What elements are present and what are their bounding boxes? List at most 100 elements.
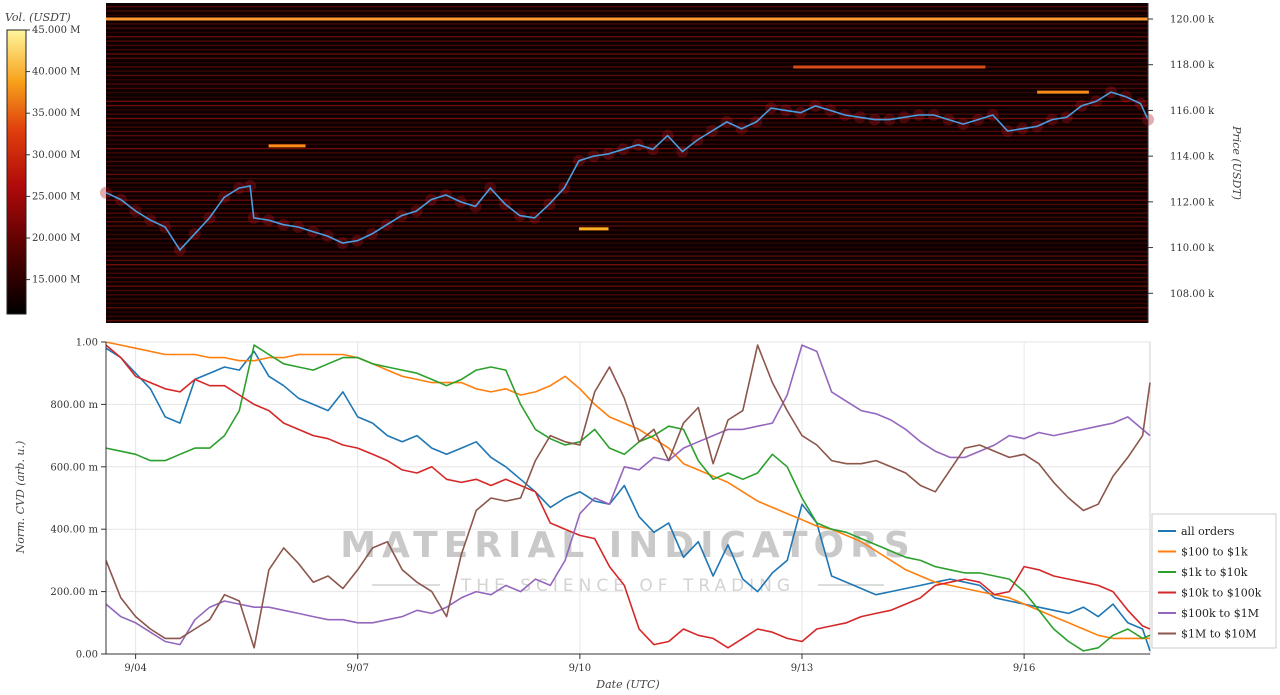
price-tick-label: 108.00 k	[1170, 289, 1215, 300]
heatmap-band	[106, 169, 1148, 171]
heatmap-band	[106, 126, 1148, 128]
heatmap-band	[106, 109, 1148, 111]
heatmap-band	[106, 113, 1148, 115]
heatmap-band	[106, 139, 1148, 141]
heatmap-band	[106, 100, 1148, 102]
heatmap-band	[106, 276, 1148, 279]
heatmap-band	[106, 216, 1148, 219]
legend-label: all orders	[1181, 525, 1235, 538]
colorbar-title: Vol. (USDT)	[5, 11, 71, 24]
heatmap-level	[268, 144, 306, 148]
heatmap-band	[106, 31, 1148, 34]
heatmap-band	[106, 195, 1148, 197]
colorbar-tick-label: 35.000 M	[32, 108, 80, 119]
heatmap-band	[106, 104, 1148, 107]
cvd-y-tick-label: 800.00 m	[50, 400, 98, 411]
heatmap-band	[106, 57, 1148, 59]
heatmap-band	[106, 238, 1148, 240]
heatmap-band	[106, 74, 1148, 77]
heatmap-band	[106, 36, 1148, 38]
heatmap-band	[106, 14, 1148, 16]
legend-box	[1151, 513, 1277, 649]
cvd-x-tick-label: 9/10	[569, 663, 591, 674]
heatmap-band	[106, 23, 1148, 25]
cvd-x-axis-ticks: 9/04 9/07 9/10 9/13 9/16	[106, 653, 1150, 674]
heatmap-band	[106, 203, 1148, 206]
heatmap-band	[106, 285, 1148, 287]
cvd-series-line	[105, 344, 1151, 649]
cvd-x-tick-label: 9/07	[347, 663, 369, 674]
heatmap-band	[106, 302, 1148, 305]
heatmap-band	[106, 27, 1148, 29]
heatmap-band	[106, 246, 1148, 249]
heatmap-band	[106, 311, 1148, 313]
colorbar-tick-label: 30.000 M	[32, 150, 80, 161]
legend-label: $10k to $100k	[1181, 587, 1262, 600]
colorbar-tick-label: 20.000 M	[32, 233, 80, 244]
legend-label: $100k to $1M	[1181, 607, 1259, 620]
heatmap-band	[106, 319, 1148, 322]
price-tick-label: 120.00 k	[1170, 15, 1215, 26]
heatmap-band	[106, 212, 1148, 214]
heatmap-band	[106, 298, 1148, 300]
heatmap-band	[106, 233, 1148, 236]
legend-label: $100 to $1k	[1181, 546, 1248, 559]
heatmap-band	[106, 268, 1148, 270]
heatmap-band	[106, 315, 1148, 317]
heatmap-band	[106, 165, 1148, 167]
heatmap-band	[106, 186, 1148, 188]
heatmap-band	[106, 156, 1148, 158]
heatmap-band	[106, 173, 1148, 176]
watermark-title: MATERIAL INDICATORS	[340, 525, 916, 566]
cvd-series-line	[105, 344, 1151, 649]
cvd-x-tick-label: 9/04	[124, 663, 146, 674]
heatmap-band	[106, 221, 1148, 223]
heatmap-band	[106, 44, 1148, 47]
heatmap-band	[106, 96, 1148, 98]
legend-label: $1k to $10k	[1181, 566, 1248, 579]
heatmap-band	[106, 143, 1148, 145]
heatmap-band	[106, 307, 1148, 309]
heatmap-band	[106, 79, 1148, 81]
colorbar-tick-label: 25.000 M	[32, 191, 80, 202]
cvd-x-axis-label: Date (UTC)	[595, 678, 659, 691]
heatmap-level	[106, 17, 1148, 21]
cvd-y-axis-label: Norm. CVD (arb. u.)	[14, 441, 27, 555]
heatmap-level	[578, 227, 609, 231]
heatmap-band	[106, 255, 1148, 257]
heatmap-band	[106, 61, 1148, 64]
cvd-y-tick-label: 1.00	[76, 338, 98, 349]
heatmap-band	[106, 6, 1148, 8]
colorbar-tick-label: 15.000 M	[32, 275, 80, 286]
heatmap-level	[793, 65, 986, 69]
cvd-series-line	[105, 341, 1150, 640]
heatmap-band	[106, 294, 1148, 296]
heatmap-band	[106, 208, 1148, 210]
price-tick-label: 114.00 k	[1170, 152, 1215, 163]
cvd-y-tick-label: 400.00 m	[50, 525, 98, 536]
heatmap-level	[1037, 90, 1089, 94]
heatmap-background	[106, 3, 1148, 323]
heatmap-band	[106, 190, 1148, 193]
heatmap-band	[106, 272, 1148, 274]
cvd-y-tick-label: 600.00 m	[50, 462, 98, 473]
cvd-y-tick-label: 200.00 m	[50, 587, 98, 598]
legend: all orders $100 to $1k $1k to $10k $10k to …	[1151, 513, 1277, 649]
heatmap-band	[106, 242, 1148, 244]
legend-label: $1M to $10M	[1181, 628, 1257, 641]
heatmap-band	[106, 122, 1148, 124]
heatmap-band	[106, 199, 1148, 201]
cvd-series-line	[105, 347, 1151, 652]
price-axis-ticks: 108.00 k 110.00 k 112.00 k 114.00 k 116.00 k…	[1147, 3, 1215, 323]
colorbar	[6, 29, 27, 315]
price-tick-label: 112.00 k	[1170, 197, 1215, 208]
heatmap-band	[106, 160, 1148, 163]
heatmap-band	[106, 259, 1148, 262]
heatmap-band	[106, 66, 1148, 68]
heatmap-band	[106, 251, 1148, 253]
heatmap-bands	[100, 6, 1154, 322]
cvd-series-line	[105, 344, 1151, 652]
heatmap-band	[106, 178, 1148, 180]
heatmap-band	[106, 182, 1148, 184]
